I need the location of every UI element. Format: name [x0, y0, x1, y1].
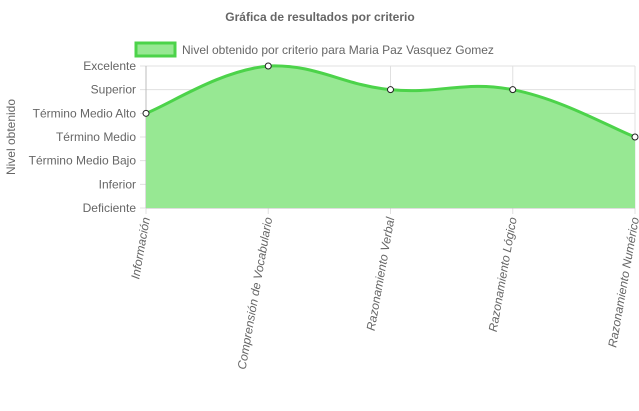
- y-tick-label: Inferior: [99, 177, 136, 191]
- x-tick-label: Comprensión de Vocabulario: [235, 216, 276, 371]
- x-tick-label: Razonamiento Numérico: [605, 216, 639, 349]
- data-point[interactable]: [387, 86, 394, 94]
- legend-swatch[interactable]: [134, 41, 177, 58]
- y-tick-label: Término Medio Alto: [33, 106, 137, 120]
- data-point[interactable]: [631, 133, 639, 141]
- series-area-fill: [146, 65, 635, 208]
- legend[interactable]: Nivel obtenido por criterio para Maria P…: [134, 41, 494, 58]
- legend-label[interactable]: Nivel obtenido por criterio para Maria P…: [182, 43, 494, 57]
- y-tick-label: Excelente: [83, 59, 136, 73]
- x-tick-label: Información: [128, 216, 153, 280]
- y-tick-label: Término Medio Bajo: [29, 154, 137, 168]
- x-tick-label: Razonamiento Verbal: [364, 216, 398, 332]
- data-point[interactable]: [264, 62, 272, 70]
- x-axis-ticks: Información Comprensión de Vocabulario Raz…: [128, 216, 639, 371]
- data-points[interactable]: [142, 62, 639, 141]
- y-tick-label: Deficiente: [83, 201, 137, 215]
- x-tick-label: Razonamiento Lógico: [486, 216, 520, 333]
- y-tick-label: Superior: [91, 83, 136, 97]
- data-point[interactable]: [509, 86, 517, 94]
- chart-title: Gráfica de resultados por criterio: [225, 10, 414, 24]
- y-axis-ticks: Deficiente Inferior Término Medio Bajo Térm…: [29, 59, 137, 215]
- y-axis-title: Nivel obtenido: [4, 99, 18, 175]
- data-point[interactable]: [142, 109, 150, 117]
- y-tick-label: Término Medio: [56, 130, 136, 144]
